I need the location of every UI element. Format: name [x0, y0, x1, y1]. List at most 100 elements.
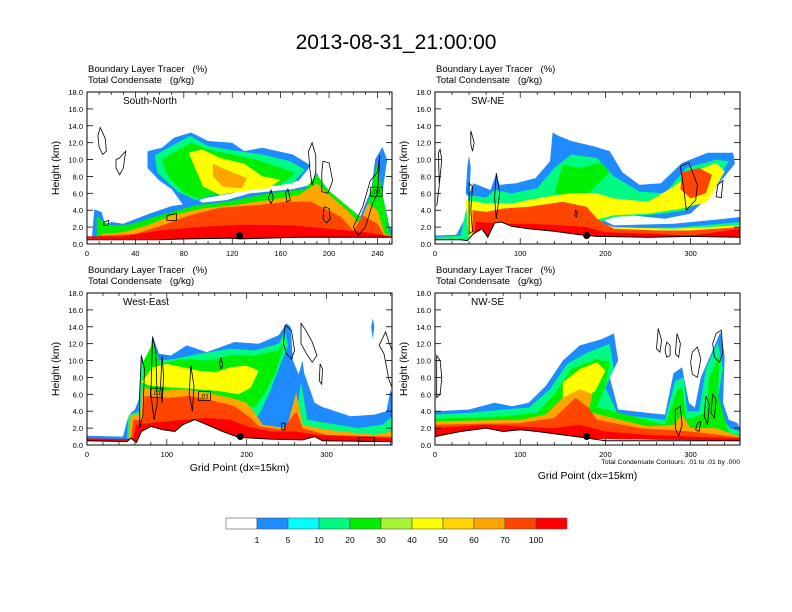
colorbar-swatch: [411, 517, 444, 530]
y-tick-label: 4.0: [421, 206, 431, 215]
contour-variable-label: Total Condensate (g/kg): [436, 276, 543, 287]
y-tick-label: 8.0: [421, 373, 431, 382]
colorbar-label: 60: [469, 535, 479, 545]
condensate-contour: [695, 420, 702, 433]
fill-variable-label: Boundary Layer Tracer (%): [88, 265, 208, 276]
location-marker: [583, 433, 591, 441]
condensate-contour: [674, 405, 683, 438]
plot-area: [435, 328, 740, 445]
x-tick-label: 240: [371, 249, 384, 258]
condensate-contour: [300, 322, 318, 363]
condensate-contour: [150, 336, 158, 420]
y-tick-label: 4.0: [73, 407, 83, 416]
x-tick-label: 100: [514, 249, 527, 258]
y-tick-label: 10.0: [416, 156, 431, 165]
y-tick-label: 14.0: [68, 122, 83, 131]
contour-variable-label: Total Condensate (g/kg): [436, 75, 543, 86]
terrain-mask: [87, 237, 392, 244]
y-tick-label: 10.0: [416, 357, 431, 366]
colorbar-label: 100: [529, 535, 543, 545]
y-tick-label: 12.0: [416, 340, 431, 349]
x-axis-label: Grid Point (dx=15km): [190, 462, 290, 474]
y-axis-label: Height (km): [50, 342, 62, 396]
x-tick-label: 80: [180, 249, 188, 258]
colorbar-label: 10: [314, 535, 324, 545]
colorbar-swatch: [535, 517, 568, 530]
colorbar-swatch: [442, 517, 475, 530]
colorbar-label: 50: [438, 535, 448, 545]
y-tick-label: 12.0: [68, 139, 83, 148]
y-tick-label: 14.0: [416, 323, 431, 332]
contour-note: Total Condensate Contours: .01 to .01 by…: [601, 459, 740, 466]
condensate-contour: [281, 422, 286, 431]
y-tick-label: 4.0: [421, 407, 431, 416]
plot-frame: [86, 91, 393, 245]
contour-label-box: [369, 186, 383, 197]
condensate-contour: [712, 329, 724, 363]
contour-label-box: [150, 387, 163, 398]
y-tick-label: 16.0: [68, 105, 83, 114]
condensate-contour: [139, 355, 145, 429]
condensate-contour: [166, 213, 177, 221]
y-tick-label: 0.0: [73, 240, 83, 249]
colorbar-label: 20: [345, 535, 355, 545]
colorbar-swatch: [473, 517, 506, 530]
condensate-contour: [436, 354, 443, 399]
colorbar-swatch: [504, 517, 537, 530]
contour-variable-label: Total Condensate (g/kg): [88, 276, 195, 287]
condensate-contour: [494, 173, 501, 219]
y-tick-label: 6.0: [73, 390, 83, 399]
y-tick-label: 6.0: [73, 189, 83, 198]
y-tick-label: 18.0: [416, 88, 431, 97]
y-tick-label: 12.0: [416, 139, 431, 148]
tracer-fill-100: [87, 224, 392, 239]
y-tick-label: 10.0: [68, 156, 83, 165]
condensate-contour: [219, 357, 224, 371]
y-tick-label: 2.0: [73, 424, 83, 433]
tracer-fill-70: [680, 168, 712, 199]
tracer-fill-40: [141, 363, 259, 395]
y-tick-label: 18.0: [416, 289, 431, 298]
contour-variable-label: Total Condensate (g/kg): [88, 75, 195, 86]
y-tick-label: 8.0: [73, 373, 83, 382]
colorbar-swatch: [256, 517, 289, 530]
condensate-contour: [715, 179, 724, 199]
plot-frame: [434, 91, 741, 245]
plot-frame: [86, 292, 393, 446]
condensate-contour: [378, 330, 392, 388]
condensate-contour: [268, 188, 274, 205]
tracer-fill-20: [554, 162, 610, 197]
x-tick-label: 200: [323, 249, 336, 258]
fill-variable-label: Boundary Layer Tracer (%): [88, 64, 208, 75]
location-marker: [583, 232, 591, 240]
x-tick-label: 120: [226, 249, 239, 258]
y-tick-label: 6.0: [421, 189, 431, 198]
condensate-contour: [574, 209, 578, 218]
plot-area: .01 .01: [87, 318, 392, 445]
y-tick-label: 16.0: [68, 306, 83, 315]
y-axis-label: Height (km): [50, 141, 62, 195]
x-tick-label: 300: [320, 450, 333, 459]
panel-label: South-North: [123, 96, 177, 107]
colorbar-label: 70: [500, 535, 510, 545]
contour-label: .01: [372, 189, 381, 196]
panel-subtitle-west-east: Boundary Layer Tracer (%) Total Condensa…: [88, 265, 207, 287]
x-tick-label: 0: [85, 249, 89, 258]
y-tick-label: 2.0: [421, 424, 431, 433]
colorbar-label: 30: [376, 535, 386, 545]
terrain-mask: [435, 428, 740, 445]
y-tick-label: 14.0: [68, 323, 83, 332]
condensate-contour: [97, 126, 107, 156]
condensate-contour: [664, 341, 671, 358]
condensate-contour: [188, 365, 195, 412]
panel-south-north: .01 0.0 2.0 4.0 6.0 8.0 10.0 12.0 14.0 16.0 18.0 0 4…: [50, 88, 393, 258]
y-tick-label: 0.0: [421, 441, 431, 450]
condensate-contour: [322, 206, 331, 224]
tracer-fill-1: [465, 155, 471, 198]
y-tick-label: 8.0: [421, 172, 431, 181]
panel-label: SW-NE: [471, 96, 504, 107]
y-axis-label: Height (km): [398, 342, 410, 396]
colorbar-swatch: [380, 517, 413, 530]
panel-label: NW-SE: [471, 297, 504, 308]
